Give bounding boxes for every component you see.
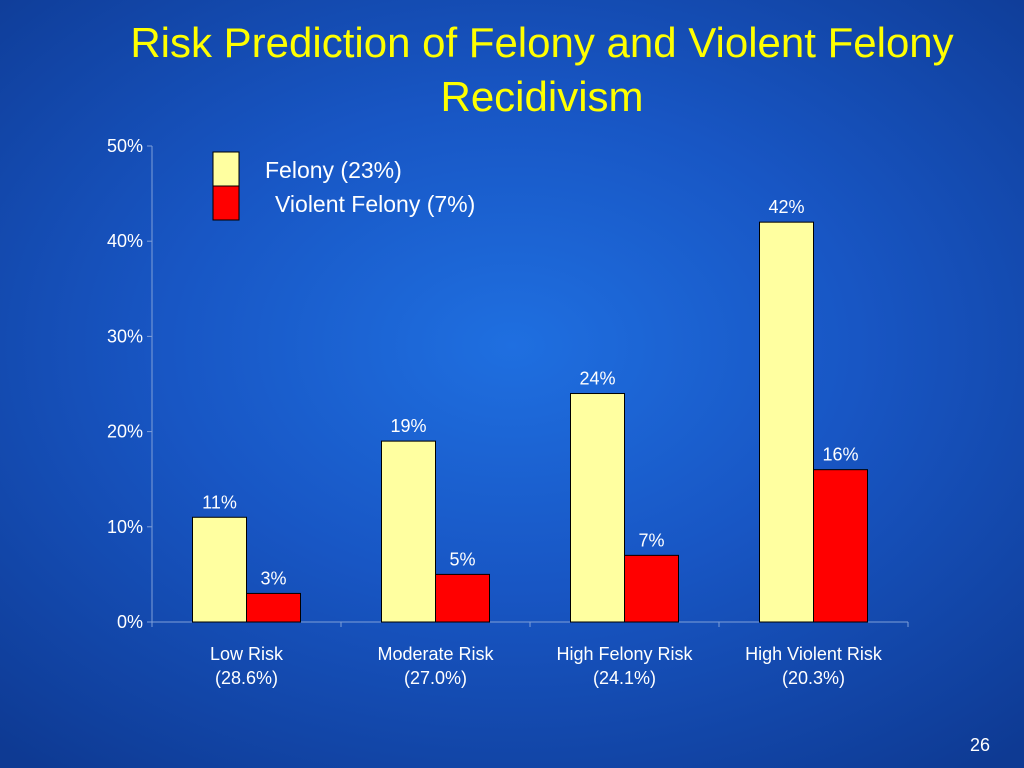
data-label: 42% (768, 197, 804, 217)
bar-violent-felony (813, 469, 868, 623)
data-label: 16% (822, 445, 858, 465)
y-tick-label: 30% (107, 326, 143, 346)
bar-felony (381, 440, 436, 623)
y-tick-label: 50% (107, 136, 143, 156)
y-tick-label: 10% (107, 517, 143, 537)
legend-label-felony: Felony (23%) (265, 157, 402, 183)
y-tick-label: 0% (117, 612, 143, 632)
legend-swatch-felony (212, 151, 240, 187)
data-label: 11% (202, 492, 237, 512)
slide-title: Risk Prediction of Felony and Violent Fe… (60, 16, 1024, 124)
bar-felony (570, 393, 625, 623)
bar-violent-felony (246, 592, 301, 623)
title-line-1: Risk Prediction of Felony and Violent Fe… (130, 19, 954, 66)
bar-violent-felony (624, 554, 679, 623)
data-label: 5% (449, 549, 475, 569)
data-label: 24% (579, 369, 615, 389)
y-tick-label: 40% (107, 231, 143, 251)
legend-swatch-violent-felony (212, 185, 240, 221)
x-category-sublabel: (20.3%) (782, 668, 845, 688)
x-category-label: High Felony Risk (556, 644, 693, 664)
data-label: 7% (638, 530, 664, 550)
x-category-label: Moderate Risk (377, 644, 494, 664)
slide-number: 26 (969, 735, 990, 755)
x-category-sublabel: (27.0%) (404, 668, 467, 688)
y-tick-label: 20% (107, 422, 143, 442)
x-category-label: Low Risk (210, 644, 284, 664)
data-label: 19% (390, 416, 426, 436)
x-category-label: High Violent Risk (745, 644, 883, 664)
title-line-2: Recidivism (440, 73, 644, 120)
bar-felony (192, 516, 247, 623)
data-label: 3% (260, 568, 286, 588)
x-category-sublabel: (28.6%) (215, 668, 278, 688)
x-category-sublabel: (24.1%) (593, 668, 656, 688)
legend-label-violent-felony: Violent Felony (7%) (275, 191, 475, 217)
bar-violent-felony (435, 573, 490, 623)
bar-felony (759, 221, 814, 623)
